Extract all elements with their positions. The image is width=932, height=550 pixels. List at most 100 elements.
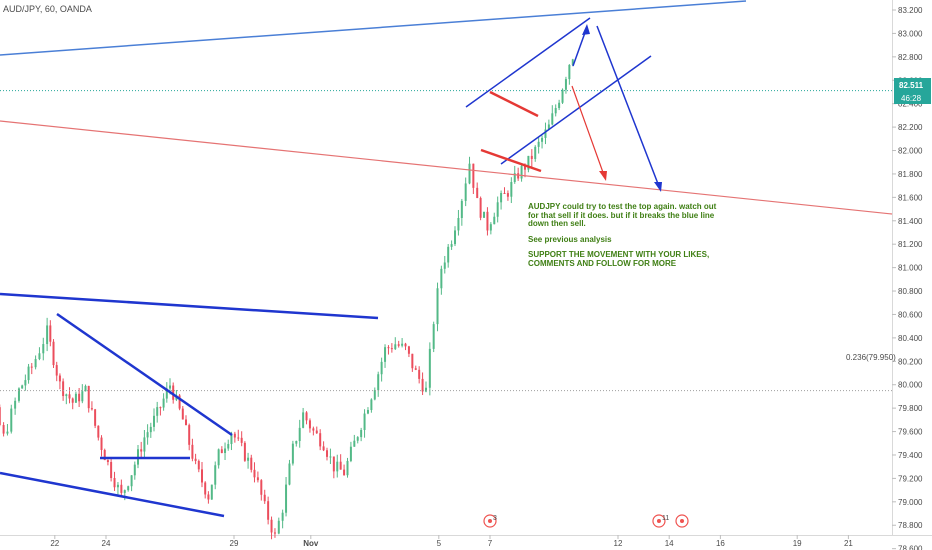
candle-body [537, 141, 540, 147]
candle-body [370, 399, 373, 411]
candle-body [127, 486, 130, 491]
event-markers[interactable]: 3 11 [483, 514, 689, 528]
candle-body [428, 348, 431, 388]
candle-body [237, 437, 240, 439]
candle-body [194, 458, 197, 461]
candle-body [243, 442, 246, 461]
candle-body [336, 461, 339, 472]
time-axis[interactable]: 18222429Nov5712141619212628Dec5 [0, 535, 932, 548]
candle-body [564, 79, 567, 90]
candle-body [120, 484, 123, 493]
candle-body [2, 425, 5, 434]
event-marker[interactable]: 11 [652, 514, 669, 528]
x-tick-label: 21 [844, 539, 853, 548]
candle-body [450, 244, 453, 247]
candle-body [34, 359, 37, 368]
wedge-upper-line[interactable] [465, 17, 591, 108]
candle-body [220, 449, 223, 454]
countdown-value: 46:28 [901, 94, 922, 103]
candle-body [52, 341, 55, 366]
y-tick-label: 79.200 [898, 474, 923, 483]
event-dot [656, 519, 661, 523]
candle-body [172, 385, 175, 400]
candle-body [523, 165, 526, 170]
candle-body [411, 353, 414, 369]
last-price-value: 82.511 [899, 81, 924, 90]
candle-body [230, 433, 233, 445]
blue-resistance-line[interactable] [0, 292, 379, 320]
candle-body [227, 444, 230, 449]
candle-body [250, 457, 253, 470]
candle-body [46, 325, 49, 345]
candle-body [527, 155, 530, 170]
wedge-lower-line[interactable] [500, 55, 652, 165]
candle-body [30, 366, 33, 368]
candle-body [503, 192, 506, 194]
y-tick-label: 83.000 [898, 29, 923, 38]
candle-body [87, 385, 90, 409]
candle-body [156, 407, 159, 416]
blue-lower-line[interactable] [0, 471, 225, 518]
upper-channel-line[interactable] [0, 0, 747, 56]
candle-body [440, 268, 443, 289]
candle-body [113, 478, 116, 488]
candle-body [256, 477, 259, 481]
candle-body [404, 343, 407, 347]
candle-body [90, 408, 93, 410]
candle-body [551, 113, 554, 125]
candle-body [530, 155, 533, 159]
blue-downtrend-line[interactable] [56, 312, 233, 437]
candle-body [123, 490, 126, 493]
candle-body [253, 469, 256, 478]
candle-body [55, 365, 58, 376]
red-flag-upper[interactable] [489, 90, 539, 118]
candle-body [476, 187, 479, 199]
candle-body [10, 408, 13, 432]
event-marker[interactable]: 3 [483, 514, 497, 528]
candle-body [558, 102, 561, 109]
red-support-line[interactable] [0, 120, 893, 215]
event-marker[interactable] [675, 514, 689, 528]
y-tick-label: 79.600 [898, 428, 923, 437]
candle-body [14, 400, 17, 409]
y-tick-label: 81.800 [898, 170, 923, 179]
candle-body [210, 484, 213, 500]
y-tick-label: 82.000 [898, 147, 923, 156]
candle-body [322, 446, 325, 451]
candle-body [71, 398, 74, 403]
candle-body [517, 173, 520, 179]
x-tick-label: 22 [50, 539, 59, 548]
candle-body [339, 461, 342, 470]
candle-body [332, 456, 335, 472]
candle-body [401, 343, 404, 346]
y-tick-label: 81.400 [898, 217, 923, 226]
candle-body [58, 375, 61, 382]
y-tick-label: 78.800 [898, 521, 923, 530]
candle-body [483, 211, 486, 218]
candle-body [49, 325, 52, 342]
y-tick-label: 83.200 [898, 6, 923, 15]
candle-body [267, 501, 270, 520]
note-line-1: AUDJPY could try to test the top again. … [528, 202, 717, 228]
blue-arrow-up-head [582, 24, 590, 35]
candle-body [520, 165, 523, 179]
red-flag-lower[interactable] [480, 148, 542, 173]
candle-body [146, 432, 149, 438]
candle-body [103, 449, 106, 461]
x-tick-label: 12 [614, 539, 623, 548]
candle-body [116, 484, 119, 488]
candle-body [554, 108, 557, 114]
candle-body [74, 393, 77, 403]
candle-body [561, 89, 564, 103]
drawings-layer[interactable] [0, 0, 893, 518]
candle-body [240, 437, 243, 443]
candle-body [24, 380, 27, 386]
candle-body [191, 444, 194, 459]
y-tick-label: 79.800 [898, 404, 923, 413]
x-tick-label: 16 [716, 539, 725, 548]
x-tick-label: 19 [793, 539, 802, 548]
candle-body [110, 462, 113, 479]
candle-body [204, 482, 207, 495]
